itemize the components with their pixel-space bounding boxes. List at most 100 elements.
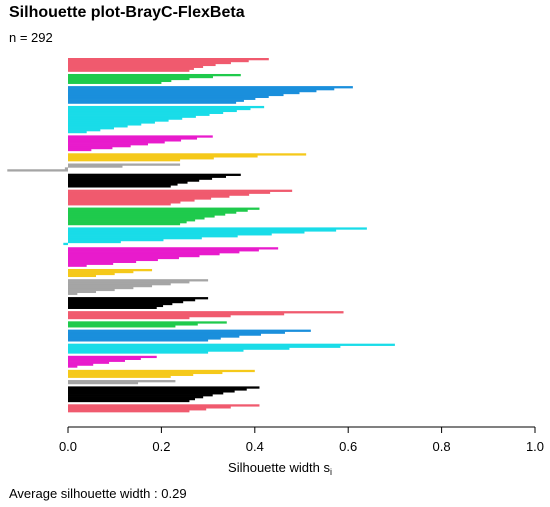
silhouette-bar-c3-6 [68, 95, 269, 99]
silhouette-bar-c17-2 [68, 323, 198, 326]
x-tick-label: 1.0 [526, 439, 544, 454]
silhouette-bar-c7-2 [68, 165, 123, 168]
silhouette-bar-c15-1 [68, 297, 209, 300]
silhouette-bar-c3-3 [68, 89, 317, 93]
silhouette-bar-c2-1 [68, 73, 241, 77]
silhouette-bar-c9-4 [68, 195, 230, 198]
silhouette-bar-c14-4 [68, 284, 153, 288]
silhouette-bar-c12-9 [68, 262, 114, 265]
silhouette-bar-c3-8 [68, 99, 244, 102]
silhouette-bar-c19-5 [68, 351, 209, 354]
x-axis-label-main: Silhouette width s [228, 460, 330, 475]
silhouette-bar-c1-1 [68, 58, 269, 61]
silhouette-bar-c19-1 [68, 343, 395, 346]
silhouette-bar-c9-3 [68, 193, 250, 196]
silhouette-bar-c18-3 [68, 333, 261, 336]
silhouette-bar-c10-2 [68, 209, 248, 212]
silhouette-bar-c3-2 [68, 88, 335, 91]
silhouette-bar-c17-1 [68, 321, 227, 324]
silhouette-bar-c8-3 [68, 177, 213, 180]
silhouette-bar-c13-4 [68, 274, 97, 278]
silhouette-bar-c24-4 [68, 410, 190, 413]
silhouette-bar-c7-3 [64, 167, 68, 170]
x-tick-label: 0.6 [339, 439, 357, 454]
silhouette-bar-c10-1 [68, 207, 260, 210]
silhouette-bar-c4-6 [68, 115, 196, 118]
x-tick-label: 0.8 [433, 439, 451, 454]
silhouette-bar-c14-2 [68, 281, 190, 284]
silhouette-bar-c20-1 [68, 355, 157, 359]
silhouette-bar-c11-7 [68, 238, 164, 242]
silhouette-bar-c20-6 [68, 365, 78, 368]
silhouette-bar-c5-3 [68, 139, 182, 142]
silhouette-bar-c9-1 [68, 189, 293, 192]
silhouette-bar-c6-3 [68, 157, 214, 160]
silhouette-bar-c1-7 [68, 69, 190, 72]
silhouette-bar-c1-5 [68, 65, 204, 68]
x-tick-label: 0.4 [246, 439, 264, 454]
silhouette-bar-c5-5 [68, 143, 148, 146]
silhouette-bar-c4-14 [68, 130, 87, 134]
silhouette-bar-c14-6 [68, 288, 115, 292]
silhouette-bar-c15-4 [68, 302, 173, 306]
silhouette-bar-c24-3 [68, 408, 207, 411]
silhouette-bar-c15-6 [68, 306, 157, 309]
silhouette-bar-c12-4 [68, 253, 220, 256]
x-tick-label: 0.0 [59, 439, 77, 454]
silhouette-bar-c4-10 [68, 123, 142, 126]
silhouette-bar-c3-5 [68, 93, 284, 97]
silhouette-bar-c4-9 [68, 121, 155, 124]
silhouette-bar-c2-2 [68, 75, 213, 79]
silhouette-bar-c8-7 [68, 185, 171, 188]
silhouette-bar-c5-6 [68, 145, 131, 148]
silhouette-bar-c6-4 [68, 159, 181, 162]
silhouette-bar-c7-1 [68, 163, 181, 166]
silhouette-bar-c18-2 [68, 331, 285, 334]
silhouette-bar-c12-3 [68, 251, 240, 254]
silhouette-bar-c10-8 [68, 221, 187, 224]
silhouette-bar-c5-8 [68, 148, 92, 152]
silhouette-bar-c1-2 [68, 59, 249, 63]
silhouette-bar-c9-2 [68, 191, 271, 194]
silhouette-bar-c10-5 [68, 215, 215, 218]
silhouette-bar-c6-2 [68, 155, 258, 158]
silhouette-bar-c5-1 [68, 135, 213, 138]
silhouette-bar-c8-1 [68, 173, 241, 176]
x-axis: 0.0 0.2 0.4 0.6 0.8 1.0 [59, 426, 544, 454]
silhouette-bar-c12-10 [68, 264, 87, 267]
silhouette-bar-c11-2 [68, 229, 337, 232]
silhouette-bar-c5-4 [68, 141, 165, 144]
silhouette-bar-c1-6 [68, 67, 194, 70]
silhouette-bar-c3-1 [68, 86, 353, 89]
silhouette-bar-c15-2 [68, 299, 196, 302]
silhouette-bar-c20-3 [68, 359, 125, 362]
silhouette-bar-c11-8 [68, 240, 121, 244]
silhouette-bar-c10-3 [68, 211, 237, 214]
silhouette-bar-c9-7 [68, 201, 181, 204]
silhouette-bar-c12-8 [68, 260, 137, 263]
silhouette-bar-c21-4 [68, 375, 171, 378]
silhouette-bar-c16-3 [68, 314, 231, 318]
silhouette-bar-c11-5 [68, 235, 238, 238]
average-silhouette-value: 0.29 [161, 486, 187, 501]
silhouette-bar-c22-1 [68, 380, 176, 383]
silhouette-bar-c7-4 [7, 169, 68, 172]
silhouette-bar-c2-5 [68, 81, 162, 84]
silhouette-bar-c11-3 [68, 231, 305, 234]
silhouette-bar-c23-2 [68, 388, 247, 391]
silhouette-bar-c12-2 [68, 249, 259, 252]
silhouette-bar-c4-4 [68, 111, 224, 114]
silhouette-bar-c3-4 [68, 91, 300, 95]
silhouette-bar-c21-3 [68, 373, 194, 376]
silhouette-bar-c22-2 [68, 381, 139, 385]
silhouette-bar-c23-5 [68, 394, 213, 397]
x-tick-label: 0.2 [152, 439, 170, 454]
silhouette-bar-c13-1 [68, 268, 153, 272]
silhouette-bar-c5-2 [68, 137, 198, 140]
silhouette-bar-c14-1 [68, 279, 209, 282]
silhouette-bar-c4-8 [68, 119, 169, 122]
silhouette-bar-c8-2 [68, 175, 227, 178]
silhouette-bars [7, 58, 395, 413]
silhouette-bar-c16-4 [68, 316, 190, 320]
